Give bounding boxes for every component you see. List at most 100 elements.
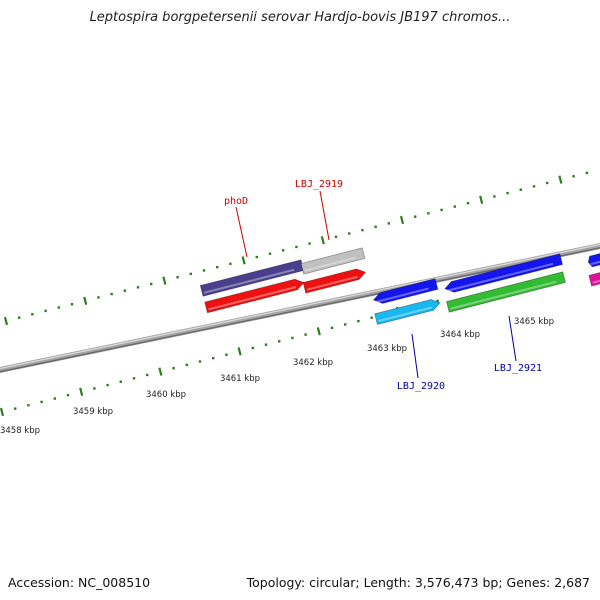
minor-tick	[361, 228, 364, 232]
label-leaders	[235, 190, 517, 379]
gene-red-2-shine	[306, 275, 358, 291]
minor-tick	[519, 188, 522, 191]
gene-lbj2921-shine	[447, 262, 554, 292]
minor-tick	[150, 282, 153, 286]
major-tick	[158, 367, 163, 376]
gene-blue-edge-shine	[590, 260, 600, 266]
scale-label: 3460 kbp	[146, 390, 186, 400]
minor-tick	[282, 249, 285, 252]
major-tick	[399, 215, 405, 225]
minor-tick	[185, 363, 188, 367]
gene-green-shine	[450, 280, 557, 310]
minor-tick	[493, 195, 496, 198]
leader-phod	[235, 206, 248, 258]
genome-summary: Topology: circular; Length: 3,576,473 bp…	[246, 575, 590, 590]
gene-magenta-edge	[588, 272, 600, 287]
minor-tick	[427, 212, 430, 215]
gene-red-1-shine	[208, 286, 297, 311]
minor-tick	[40, 400, 43, 404]
gene-red-1	[204, 278, 305, 314]
minor-tick	[123, 289, 126, 292]
minor-tick	[44, 309, 47, 313]
scale-labels: 3458 kbp 3459 kbp 3460 kbp 3461 kbp 3462 kbp…	[0, 317, 554, 436]
gene-red-2	[302, 268, 367, 294]
gene-phod	[199, 259, 305, 297]
scale-label: 3459 kbp	[73, 407, 113, 417]
backbone-highlight	[0, 243, 600, 370]
gene-blue-edge	[587, 253, 600, 268]
minor-tick	[291, 336, 294, 340]
outer-tick-track	[3, 171, 588, 326]
minor-tick	[466, 201, 470, 205]
major-tick	[162, 276, 167, 285]
minor-tick	[212, 356, 215, 360]
minor-tick	[57, 306, 60, 309]
minor-tick	[585, 171, 588, 175]
major-tick	[320, 236, 325, 245]
minor-tick	[414, 215, 417, 218]
minor-tick	[453, 205, 456, 208]
backbone-shadow	[0, 247, 600, 373]
leader-lbj_2921	[508, 315, 517, 362]
minor-tick	[202, 269, 206, 272]
scale-label: 3463 kbp	[367, 344, 407, 354]
minor-tick	[172, 367, 175, 370]
minor-tick	[176, 276, 179, 279]
gene-cyan	[374, 299, 441, 325]
minor-tick	[387, 222, 390, 225]
gene-label-lbj_2919: LBJ_2919	[295, 179, 343, 190]
major-tick	[237, 347, 242, 356]
major-tick	[83, 296, 88, 305]
scale-label: 3462 kbp	[293, 358, 333, 368]
minor-tick	[110, 292, 113, 296]
minor-tick	[119, 380, 122, 383]
major-tick	[316, 327, 321, 336]
minor-tick	[216, 265, 219, 269]
minor-tick	[189, 272, 192, 276]
major-tick	[241, 256, 246, 265]
minor-tick	[506, 191, 509, 195]
minor-tick	[93, 387, 96, 390]
gene-lbj2921	[444, 253, 563, 293]
minor-tick	[198, 360, 202, 363]
gene-features	[199, 247, 600, 325]
minor-tick	[334, 235, 338, 239]
minor-tick	[97, 296, 100, 299]
minor-tick	[70, 302, 74, 306]
minor-tick	[66, 393, 70, 397]
accession-label: Accession: NC_008510	[8, 575, 151, 590]
minor-tick	[264, 343, 268, 346]
gene-labels: phoD LBJ_2919 LBJ_2920 LBJ_2921	[224, 179, 542, 392]
gene-lbj2919-top	[300, 247, 366, 275]
minor-tick	[251, 346, 254, 350]
minor-tick	[330, 326, 334, 330]
gene-phod-shine	[203, 268, 295, 294]
minor-tick	[532, 185, 536, 188]
minor-tick	[370, 316, 373, 319]
minor-tick	[572, 175, 575, 178]
minor-tick	[31, 313, 34, 316]
minor-tick	[53, 397, 56, 400]
major-tick	[0, 407, 5, 417]
leader-lbj_2919	[319, 190, 330, 241]
gene-green	[446, 271, 566, 313]
minor-tick	[348, 232, 351, 235]
leader-lbj_2920	[411, 333, 419, 379]
minor-tick	[440, 208, 443, 212]
minor-tick	[255, 255, 258, 259]
major-tick	[479, 195, 484, 204]
backbone-line	[0, 242, 600, 374]
gene-label-lbj_2920: LBJ_2920	[397, 381, 445, 392]
minor-tick	[546, 181, 549, 185]
minor-tick	[132, 377, 136, 380]
minor-tick	[14, 407, 17, 410]
minor-tick	[278, 340, 281, 343]
gene-blue-1	[372, 278, 439, 304]
minor-tick	[308, 242, 311, 245]
minor-tick	[18, 316, 21, 319]
scale-label: 3458 kbp	[0, 426, 40, 436]
major-tick	[558, 175, 563, 184]
minor-tick	[344, 323, 347, 326]
map-title: Leptospira borgpetersenii serovar Hardjo…	[89, 10, 511, 25]
